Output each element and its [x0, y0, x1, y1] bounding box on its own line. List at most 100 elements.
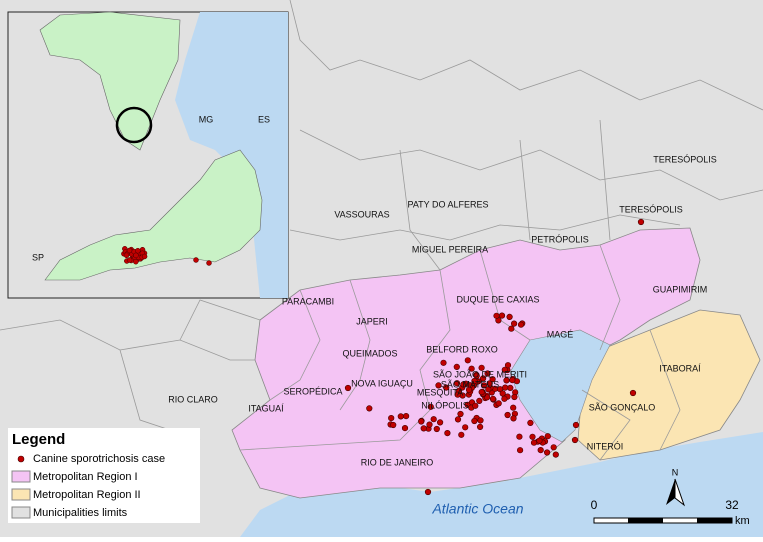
municipality-label: SÃO JOÃO DE MERITI [433, 369, 527, 379]
inset-case-point [126, 257, 133, 263]
municipality-label: TERESÓPOLIS [653, 154, 717, 164]
inset-case-point [141, 253, 148, 260]
case-point [552, 451, 559, 458]
case-point [629, 389, 637, 397]
case-point [443, 384, 450, 391]
case-point [477, 423, 484, 431]
case-point [485, 386, 492, 393]
case-point [471, 417, 478, 425]
municipality-label: SÃO GONÇALO [589, 402, 656, 412]
arrow-left [666, 479, 675, 505]
case-point [637, 218, 645, 226]
case-point [397, 413, 404, 420]
case-point [430, 416, 437, 423]
case-point [426, 421, 433, 428]
case-point [464, 357, 471, 364]
case-point [457, 410, 464, 418]
inset-label: MG [199, 114, 214, 124]
case-point [465, 386, 473, 393]
legend: Legend Canine sporotrichosis case Metrop… [8, 428, 200, 523]
case-point [495, 400, 502, 407]
municipality-label: ITAGUAÍ [248, 403, 284, 413]
municipality-label: NITERÓI [587, 441, 624, 451]
inset-case-point [135, 247, 141, 254]
legend-item: Municipalities limits [33, 507, 128, 519]
case-point [454, 391, 461, 398]
case-point [506, 313, 513, 321]
scale-bar: 0 32 km [591, 498, 750, 527]
scale-end: 32 [725, 498, 739, 512]
north-label: N [672, 467, 679, 477]
municipality-label: VASSOURAS [334, 209, 389, 219]
municipality-label: PATY DO ALFERES [407, 199, 488, 209]
case-point [484, 370, 491, 377]
inset-case-points [121, 246, 212, 266]
metropolitan-region-2 [577, 309, 761, 461]
case-point [572, 421, 580, 429]
case-point [501, 395, 508, 402]
case-point [489, 376, 496, 383]
municipality-label: MIGUEL PEREIRA [412, 244, 488, 254]
case-point [517, 321, 525, 328]
legend-item: Metropolitan Region I [33, 471, 138, 483]
inset-map: MG ES SP [7, 11, 289, 299]
case-point [536, 437, 543, 444]
municipality-label: JAPERI [356, 316, 388, 326]
scale-unit: km [735, 515, 750, 527]
case-point [390, 421, 397, 429]
case-point [502, 384, 509, 391]
metropolitan-region-1 [231, 227, 701, 499]
case-point [489, 395, 497, 403]
scale-start: 0 [591, 498, 598, 512]
case-point [468, 365, 475, 372]
case-point [509, 377, 516, 384]
scale-bar-segment [628, 518, 663, 523]
case-point [435, 382, 442, 389]
municipality-label: BELFORD ROXO [426, 344, 498, 354]
legend-item: Metropolitan Region II [33, 489, 141, 501]
municipality-label: NILÓPOLIS [421, 400, 469, 410]
case-point [516, 447, 524, 454]
case-point [571, 436, 579, 444]
scale-bar-segment [697, 518, 732, 523]
municipality-label: GUAPIMIRIM [653, 284, 708, 294]
municipality-label: MESQUITA [417, 387, 463, 397]
case-point [508, 325, 515, 332]
municipality-label: DUQUE DE CAXIAS [456, 294, 539, 304]
case-point [537, 447, 544, 454]
case-point [471, 377, 478, 385]
case-point [427, 403, 434, 410]
case-point [437, 419, 444, 426]
legend-title: Legend [12, 431, 65, 448]
municipality-label: SÃO MATEUS [441, 379, 499, 389]
inset-case-point [123, 252, 130, 259]
case-point [388, 415, 395, 422]
case-point [480, 382, 488, 389]
inset-case-point [133, 252, 139, 259]
municipality-label: ITABORAÍ [659, 363, 701, 373]
case-point [472, 402, 479, 409]
legend-symbol [11, 470, 31, 483]
municipality-label: NOVA IGUAÇU [351, 378, 413, 388]
case-point [458, 431, 465, 438]
guanabara-bay [509, 329, 611, 443]
case-point [403, 413, 410, 420]
case-point [511, 393, 518, 401]
municipality-label: QUEIMADOS [342, 348, 397, 358]
inset-label: ES [258, 114, 270, 124]
legend-symbol [11, 506, 31, 519]
arrow-right [674, 478, 686, 507]
case-point [504, 362, 512, 369]
case-point [480, 375, 487, 382]
case-point [529, 433, 536, 440]
case-point [424, 488, 432, 496]
legend-symbol [11, 488, 31, 501]
case-point [510, 415, 517, 422]
inset-label: SP [32, 252, 44, 262]
case-point [366, 405, 373, 412]
municipality-label: PETRÓPOLIS [531, 234, 589, 244]
case-point [507, 384, 514, 392]
case-point [499, 390, 506, 397]
legend-box [8, 428, 200, 523]
